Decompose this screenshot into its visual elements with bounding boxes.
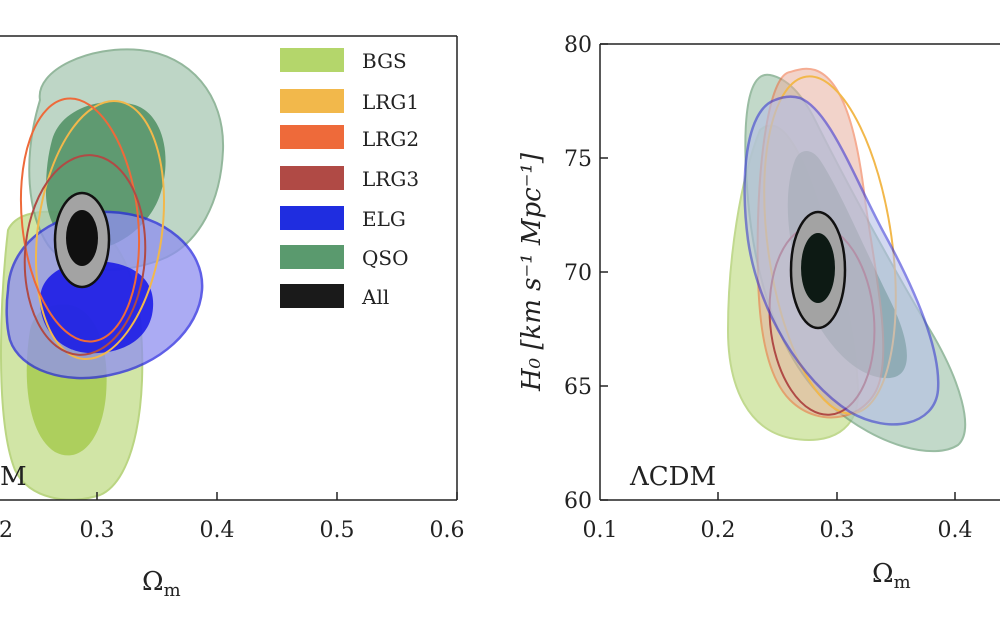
lrg2-contour (19, 97, 141, 343)
legend-label: All (361, 285, 389, 309)
legend-label: LRG3 (362, 167, 419, 191)
legend: BGS LRG1 LRG2 LRG3 ELG QSO All (280, 48, 419, 309)
lrg3-contour (23, 154, 147, 356)
left-xtick-label: 0.6 (430, 518, 465, 543)
legend-label: LRG2 (362, 127, 419, 151)
legend-swatch-lrg1 (280, 89, 344, 113)
legend-label: QSO (362, 246, 409, 270)
legend-label: ELG (362, 207, 406, 231)
right-xlabel: Ωm (872, 559, 911, 593)
left-contours (0, 48, 225, 500)
left-model-label: M (0, 462, 27, 492)
right-ytick-label: 65 (564, 375, 592, 400)
right-xtick-label: 0.3 (820, 518, 855, 543)
right-contours (726, 67, 967, 453)
right-ytick-label: 60 (564, 489, 592, 514)
legend-label: LRG1 (362, 90, 419, 114)
legend-swatch-all (280, 284, 344, 308)
right-ytick-label: 75 (564, 147, 592, 172)
right-xtick-label: 0.2 (701, 518, 736, 543)
left-xtick-label: 2 (0, 518, 13, 543)
right-ylabel: H₀ [km s⁻¹ Mpc⁻¹] (517, 152, 547, 392)
left-xlabel: Ωm (142, 567, 181, 601)
right-yticks (600, 43, 608, 501)
left-xticks (96, 492, 458, 500)
right-xticks (717, 492, 956, 500)
legend-label: BGS (362, 49, 407, 73)
legend-swatch-lrg2 (280, 125, 344, 149)
right-ytick-label: 70 (564, 261, 592, 286)
legend-swatch-lrg3 (280, 166, 344, 190)
right-panel: 80 75 70 65 60 0.1 0.2 0.3 0.4 ΛCDM Ωm H… (517, 33, 1000, 593)
left-xtick-label: 0.5 (320, 518, 355, 543)
right-xtick-label: 0.1 (583, 518, 618, 543)
left-panel: 2 0.3 0.4 0.5 0.6 M Ωm BGS LRG1 LRG2 LRG… (0, 35, 465, 601)
all-contour-inner (66, 210, 98, 266)
left-xtick-label: 0.3 (80, 518, 115, 543)
left-xtick-label: 0.4 (200, 518, 235, 543)
right-ytick-label: 80 (564, 33, 592, 58)
legend-swatch-bgs (280, 48, 344, 72)
elg-contour-inner (40, 261, 154, 354)
legend-swatch-elg (280, 206, 344, 230)
right-model-label: ΛCDM (629, 462, 716, 492)
lrg1-contour (34, 99, 166, 361)
right-xtick-label: 0.4 (938, 518, 973, 543)
legend-swatch-qso (280, 245, 344, 269)
all-contour-inner (801, 233, 835, 303)
